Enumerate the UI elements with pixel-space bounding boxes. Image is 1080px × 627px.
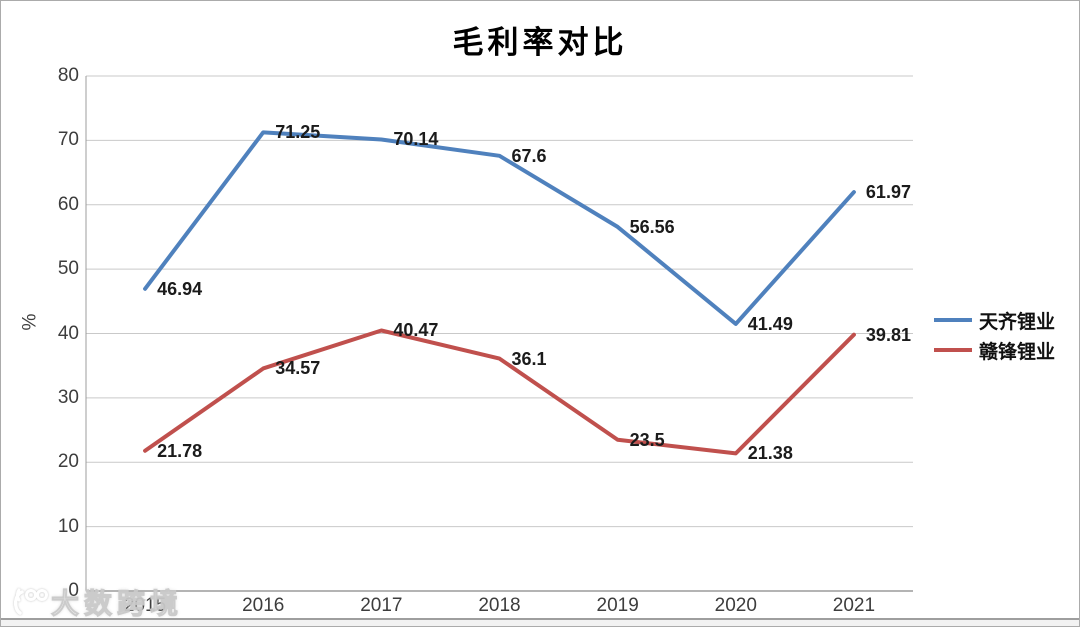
data-label: 56.56 (629, 216, 675, 237)
y-tick-label: 80 (57, 65, 79, 86)
data-label: 70.14 (393, 129, 439, 150)
data-label: 41.49 (747, 313, 793, 334)
legend: 天齐锂业 赣锋锂业 (934, 309, 1055, 369)
series-line-0 (143, 130, 856, 326)
y-tick-label: 40 (57, 322, 79, 344)
bottom-divider (1, 618, 1079, 626)
data-label: 46.94 (157, 278, 203, 299)
y-axis-unit-label: % (19, 313, 41, 331)
legend-item-1: 赣锋锂业 (934, 339, 1056, 363)
data-label: 34.57 (275, 358, 321, 379)
y-tick-label: 10 (57, 515, 79, 537)
series-line-1 (143, 328, 856, 456)
data-label: 36.1 (511, 348, 547, 369)
legend-swatch-icon (934, 348, 972, 352)
x-tick-label: 2018 (478, 595, 521, 616)
y-tick-label: 20 (57, 451, 79, 473)
legend-label: 天齐锂业 (979, 310, 1056, 333)
data-label: 21.78 (157, 440, 203, 461)
watermark-logo-icon (13, 588, 48, 615)
data-label: 23.5 (629, 429, 665, 450)
y-tick-label: 50 (57, 258, 79, 280)
data-label: 67.6 (511, 145, 547, 166)
watermark-text: 大数跨境 (50, 588, 184, 620)
data-label: 71.25 (275, 122, 321, 143)
data-label: 39.81 (865, 324, 911, 345)
x-tick-label: 2016 (242, 595, 285, 616)
x-tick-label: 2015 (123, 595, 167, 616)
data-label: 61.97 (865, 182, 911, 203)
legend-item-0: 天齐锂业 (934, 309, 1056, 333)
legend-swatch-icon (934, 318, 972, 322)
x-tick-label: 2017 (360, 595, 403, 616)
watermark: 大数跨境 (7, 582, 183, 622)
chart-title: 毛利率对比 (452, 25, 628, 61)
x-tick-label: 2021 (832, 595, 876, 616)
legend-label: 赣锋锂业 (979, 340, 1056, 363)
y-tick-label: 0 (68, 580, 79, 601)
x-tick-label: 2019 (596, 595, 639, 616)
data-label: 40.47 (393, 320, 439, 341)
data-label: 21.38 (747, 443, 793, 464)
y-tick-label: 60 (57, 193, 79, 215)
y-tick-label: 30 (57, 386, 79, 408)
y-tick-label: 70 (57, 129, 79, 151)
x-tick-label: 2020 (714, 595, 757, 616)
